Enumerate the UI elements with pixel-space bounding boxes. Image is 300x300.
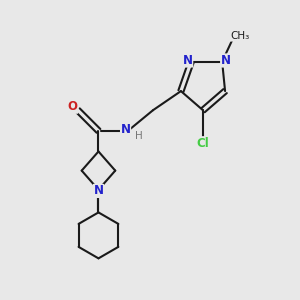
Text: Cl: Cl <box>196 137 209 150</box>
Text: H: H <box>135 131 143 141</box>
Text: N: N <box>221 54 231 67</box>
Text: O: O <box>68 100 78 113</box>
Text: N: N <box>94 184 103 197</box>
Text: N: N <box>121 123 130 136</box>
Text: N: N <box>183 54 193 67</box>
Text: CH₃: CH₃ <box>230 31 249 41</box>
